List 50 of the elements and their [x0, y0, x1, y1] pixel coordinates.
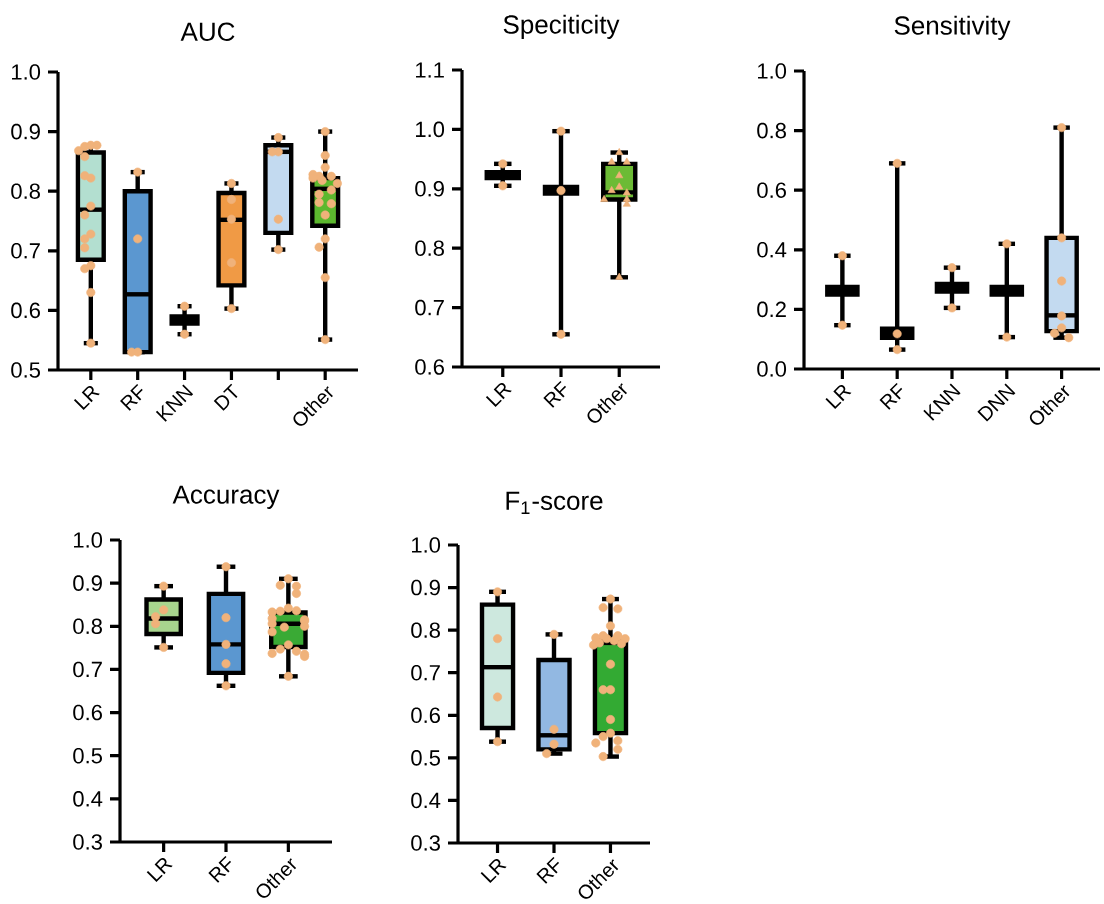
chart-title: Sensitivity — [894, 15, 1011, 40]
y-tick-label: 0.3 — [73, 834, 102, 850]
y-tick-label: 0.4 — [411, 792, 441, 809]
y-tick-label: 0.4 — [73, 791, 103, 807]
y-tick-label: 0.0 — [757, 361, 787, 377]
chart-title: F$_{1}$-score — [506, 491, 603, 514]
chart-title: AUC — [180, 22, 235, 41]
y-tick-label: 0.3 — [411, 835, 440, 851]
x-tick-label: LR — [485, 383, 512, 408]
y-tick-label: 1.0 — [416, 121, 445, 138]
y-tick-label: 1.1 — [416, 62, 444, 78]
y-tick-label: 0.9 — [73, 575, 102, 591]
y-tick-label: 0.7 — [411, 664, 440, 681]
y-tick-label: 1.0 — [74, 532, 103, 548]
x-tick-label: RF — [208, 855, 232, 883]
x-tick-label: LR — [146, 858, 173, 883]
x-tick-label: LR — [825, 385, 852, 410]
x-tick-label: RF — [879, 382, 903, 410]
y-tick-label: 0.9 — [11, 123, 40, 140]
x-tick-label: DT — [213, 383, 238, 411]
y-tick-label: 0.7 — [73, 661, 102, 678]
y-tick-label: 1.0 — [12, 64, 41, 80]
y-tick-label: 0.5 — [73, 747, 102, 764]
y-tick-label: 0.9 — [411, 579, 440, 596]
y-tick-label: 0.9 — [415, 181, 444, 197]
y-tick-label: 0.5 — [411, 750, 440, 766]
x-tick-label: RF — [543, 380, 567, 408]
y-tick-label: 0.7 — [11, 243, 40, 259]
chart-title: Accuracy — [172, 485, 280, 509]
y-tick-label: 0.6 — [415, 359, 444, 375]
y-tick-label: 0.8 — [11, 183, 40, 199]
y-tick-label: 0.5 — [11, 362, 40, 378]
y-tick-label: 0.6 — [757, 182, 786, 198]
y-tick-label: 0.7 — [415, 299, 444, 316]
y-tick-label: 0.8 — [415, 240, 444, 256]
y-tick-label: 0.8 — [757, 122, 786, 139]
chart-title: Speciticity — [503, 14, 620, 39]
x-tick-label: LR — [73, 386, 100, 411]
y-tick-label: 0.4 — [757, 242, 787, 258]
y-tick-label: 0.8 — [411, 622, 440, 638]
y-tick-label: 0.8 — [73, 618, 102, 635]
y-tick-label: 0.6 — [11, 302, 40, 319]
y-tick-label: 0.2 — [757, 301, 786, 318]
y-tick-label: 0.6 — [73, 704, 102, 721]
x-tick-label: RF — [536, 856, 560, 884]
x-tick-label: LR — [480, 859, 507, 884]
y-tick-label: 1.0 — [412, 537, 441, 553]
x-tick-label: RF — [120, 383, 143, 411]
y-tick-label: 1.0 — [758, 63, 787, 79]
y-tick-label: 0.6 — [411, 707, 440, 724]
